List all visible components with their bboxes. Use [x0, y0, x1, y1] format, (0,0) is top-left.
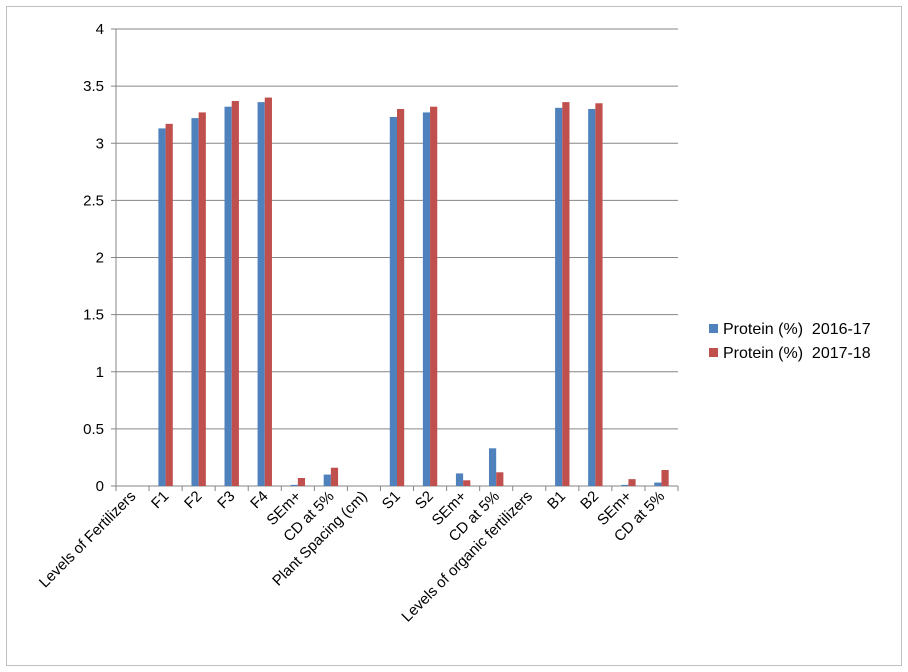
bar-series-0-cat-16 — [654, 482, 662, 486]
y-tick-label: 3 — [96, 135, 104, 152]
y-tick-label: 3.5 — [83, 78, 104, 95]
x-tick-label: F3 — [214, 488, 238, 512]
bar-series-0-cat-3 — [224, 106, 232, 486]
bar-series-0-cat-2 — [191, 118, 199, 487]
bar-series-0-cat-5 — [290, 484, 298, 486]
x-tick-label: Levels of Fertilizers — [36, 488, 139, 591]
bar-series-0-cat-1 — [158, 128, 166, 486]
bar-series-1-cat-10 — [463, 480, 471, 486]
bar-series-1-cat-6 — [330, 467, 339, 486]
legend: Protein (%) 2016-17 Protein (%) 2017-18 — [709, 321, 871, 362]
bar-series-0-cat-6 — [323, 474, 331, 486]
x-tick-label: S2 — [412, 488, 437, 513]
x-tick-label: F4 — [247, 488, 271, 512]
legend-label-2016-17: Protein (%) 2016-17 — [723, 321, 871, 338]
x-tick-label: F2 — [181, 488, 205, 512]
bar-series-1-cat-8 — [397, 108, 405, 486]
bar-series-1-cat-14 — [595, 103, 603, 486]
legend-swatch-2016-17 — [709, 324, 718, 333]
y-tick-label: 2 — [96, 250, 104, 267]
bar-series-0-cat-4 — [257, 102, 265, 487]
x-tick-label: B1 — [544, 488, 569, 513]
y-tick-label: 1 — [96, 364, 104, 381]
x-tick-label: F1 — [148, 488, 172, 512]
y-tick-label: 1.5 — [83, 307, 104, 324]
x-tick-label: B2 — [577, 488, 602, 513]
bar-series-1-cat-16 — [661, 470, 669, 486]
bar-series-0-cat-11 — [488, 448, 497, 486]
y-tick-label: 0.5 — [83, 421, 104, 438]
y-tick-label: 4 — [96, 21, 104, 38]
bar-series-0-cat-14 — [588, 108, 596, 486]
bar-series-0-cat-15 — [621, 484, 629, 486]
y-tick-label: 0 — [96, 478, 104, 495]
x-tick-label: S1 — [379, 488, 404, 513]
bars — [158, 97, 669, 487]
bar-series-1-cat-1 — [165, 123, 173, 486]
bar-series-0-cat-9 — [422, 112, 431, 487]
bar-series-0-cat-13 — [555, 107, 563, 486]
bar-series-1-cat-9 — [430, 106, 438, 486]
legend-swatch-2017-18 — [709, 348, 718, 357]
bar-series-1-cat-4 — [264, 97, 272, 487]
legend-label-2017-18: Protein (%) 2017-18 — [723, 345, 871, 362]
bar-series-1-cat-5 — [297, 478, 306, 486]
bar-series-1-cat-3 — [231, 100, 239, 486]
bar-series-1-cat-13 — [562, 102, 570, 487]
bar-series-1-cat-15 — [628, 479, 636, 486]
chart-frame: 0 0.5 1 1.5 2 2.5 3 3.5 4 Levels of Fertilizers F… — [6, 6, 902, 666]
bar-chart: 0 0.5 1 1.5 2 2.5 3 3.5 4 Levels of Fertilizers F… — [36, 21, 871, 626]
y-tick-labels: 0 0.5 1 1.5 2 2.5 3 3.5 4 — [83, 21, 104, 495]
bar-series-1-cat-2 — [198, 112, 206, 487]
axes — [111, 28, 679, 491]
bar-series-0-cat-8 — [389, 116, 397, 486]
y-tick-label: 2.5 — [83, 192, 104, 209]
bar-series-0-cat-10 — [455, 473, 464, 486]
bar-series-1-cat-11 — [496, 472, 504, 486]
